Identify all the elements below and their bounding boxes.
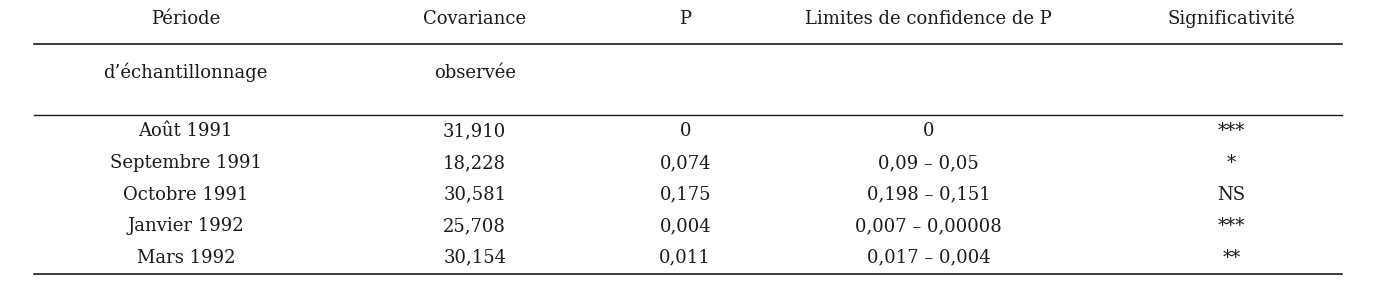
Text: Octobre 1991: Octobre 1991 xyxy=(122,186,249,203)
Text: observée: observée xyxy=(433,64,516,82)
Text: 0: 0 xyxy=(680,122,691,140)
Text: ***: *** xyxy=(1218,122,1245,140)
Text: 31,910: 31,910 xyxy=(443,122,506,140)
Text: Mars 1992: Mars 1992 xyxy=(136,249,235,267)
Text: Janvier 1992: Janvier 1992 xyxy=(128,217,244,235)
Text: 0,198 – 0,151: 0,198 – 0,151 xyxy=(867,186,991,203)
Text: Période: Période xyxy=(151,9,220,28)
Text: Limites de confidence de P: Limites de confidence de P xyxy=(805,9,1053,28)
Text: d’échantillonnage: d’échantillonnage xyxy=(103,63,268,82)
Text: Significativité: Significativité xyxy=(1168,9,1295,28)
Text: P: P xyxy=(680,9,691,28)
Text: NS: NS xyxy=(1218,186,1245,203)
Text: 0,017 – 0,004: 0,017 – 0,004 xyxy=(867,249,991,267)
Text: ***: *** xyxy=(1218,217,1245,235)
Text: Août 1991: Août 1991 xyxy=(139,122,233,140)
Text: *: * xyxy=(1227,154,1236,172)
Text: 0,011: 0,011 xyxy=(659,249,711,267)
Text: **: ** xyxy=(1222,249,1241,267)
Text: 0,004: 0,004 xyxy=(659,217,711,235)
Text: 30,581: 30,581 xyxy=(443,186,506,203)
Text: 0,175: 0,175 xyxy=(659,186,711,203)
Text: 0,09 – 0,05: 0,09 – 0,05 xyxy=(878,154,980,172)
Text: 0,074: 0,074 xyxy=(659,154,711,172)
Text: Covariance: Covariance xyxy=(424,9,526,28)
Text: 30,154: 30,154 xyxy=(443,249,506,267)
Text: Septembre 1991: Septembre 1991 xyxy=(110,154,261,172)
Text: 0,007 – 0,00008: 0,007 – 0,00008 xyxy=(856,217,1002,235)
Text: 0: 0 xyxy=(923,122,934,140)
Text: 18,228: 18,228 xyxy=(443,154,506,172)
Text: 25,708: 25,708 xyxy=(443,217,506,235)
